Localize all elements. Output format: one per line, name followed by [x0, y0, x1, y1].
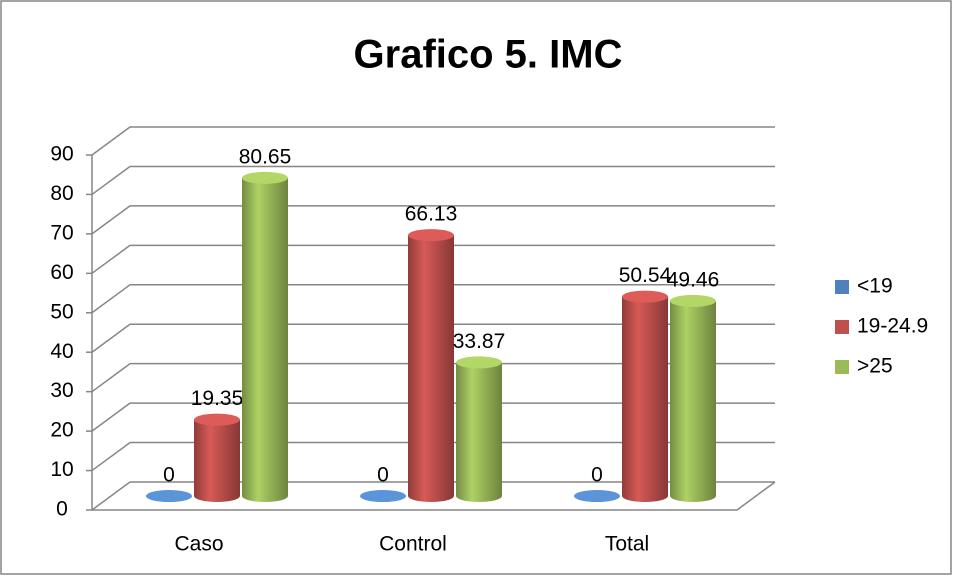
grid-line: [91, 165, 775, 196]
x-tick-label: Total: [605, 533, 649, 556]
data-label: 0: [591, 464, 603, 487]
bar-top: [146, 490, 192, 502]
bar: [242, 177, 288, 502]
data-label: 49.46: [667, 268, 720, 291]
grid-line: [91, 362, 775, 393]
y-tick-label: 20: [50, 419, 73, 442]
bar-top: [194, 413, 240, 426]
legend-label: <19: [857, 275, 893, 298]
y-tick-label: 30: [50, 379, 73, 402]
bar: [622, 296, 668, 502]
bar: [456, 362, 502, 502]
bar-top: [670, 294, 716, 307]
grid-line: [91, 323, 775, 353]
bar-top: [360, 490, 406, 502]
legend-swatch: [835, 320, 849, 334]
bar: [194, 419, 240, 502]
bar: [408, 235, 454, 503]
bar-top: [408, 229, 454, 242]
grid-line: [91, 441, 775, 472]
y-tick-label: 0: [56, 498, 68, 521]
y-tick-label: 10: [50, 458, 73, 481]
bar-top: [456, 356, 502, 369]
y-tick-label: 50: [50, 300, 73, 323]
data-label: 19.35: [191, 387, 244, 410]
x-tick-label: Control: [379, 533, 447, 556]
x-tick-label: Caso: [174, 533, 223, 556]
bar-top: [574, 490, 620, 502]
grid-line: [91, 126, 775, 156]
y-tick-label: 70: [50, 221, 73, 244]
chart-title: Grafico 5. IMC: [354, 33, 623, 77]
legend-swatch: [835, 280, 849, 294]
y-tick-label: 60: [50, 261, 73, 284]
legend-swatch: [835, 360, 849, 374]
grid-line: [91, 244, 775, 274]
grid-line: [91, 205, 775, 235]
floor: [92, 481, 776, 511]
bar-top: [242, 171, 288, 184]
bar-top: [622, 290, 668, 303]
grid-line: [91, 402, 775, 432]
data-label: 66.13: [405, 203, 458, 226]
data-label: 80.65: [239, 145, 292, 168]
legend-label: 19-24.9: [857, 315, 928, 338]
y-tick-label: 80: [50, 182, 73, 205]
legend-label: >25: [857, 355, 893, 378]
data-label: 50.54: [619, 264, 672, 287]
data-label: 0: [377, 464, 389, 487]
data-label: 0: [163, 464, 175, 487]
bar: [670, 300, 716, 502]
grid-line: [91, 284, 775, 314]
y-tick-label: 40: [50, 340, 73, 363]
y-tick-label: 90: [50, 143, 73, 166]
data-label: 33.87: [453, 330, 506, 353]
grid-line: [91, 481, 775, 511]
